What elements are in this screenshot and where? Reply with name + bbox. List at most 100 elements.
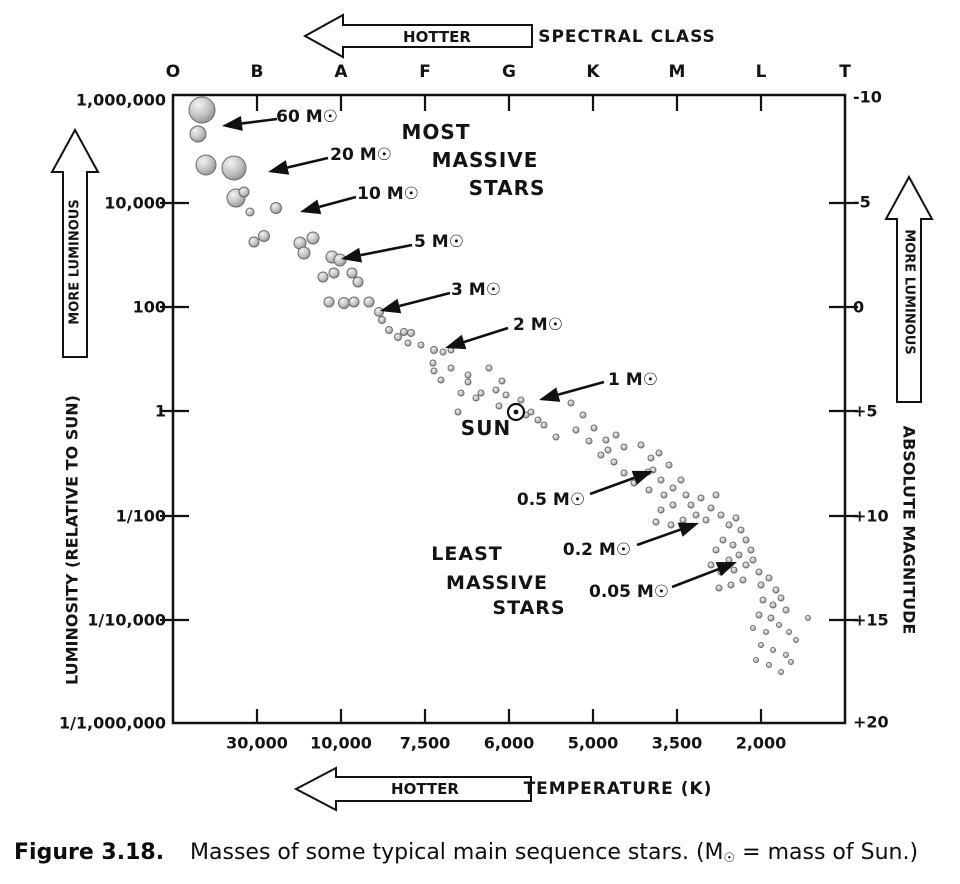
- star-point: [742, 536, 750, 544]
- star-point: [679, 516, 687, 524]
- star-point: [604, 446, 612, 454]
- star-point: [667, 521, 675, 529]
- star-point: [657, 476, 665, 484]
- caption-sun-symbol: ☉: [723, 851, 736, 866]
- caption-text-post: = mass of Sun.): [735, 840, 919, 865]
- star-point: [620, 469, 628, 477]
- star-point: [612, 431, 620, 439]
- star-point: [602, 436, 610, 444]
- star-point: [346, 267, 358, 279]
- star-point: [221, 155, 247, 181]
- star-point: [245, 207, 255, 217]
- mass-arrow-head: [631, 470, 653, 485]
- star-point: [429, 359, 437, 367]
- star-point: [669, 484, 677, 492]
- star-point: [759, 596, 767, 604]
- star-point: [727, 581, 735, 589]
- star-point: [417, 341, 425, 349]
- star-point: [323, 296, 335, 308]
- star-point: [620, 443, 628, 451]
- mass-arrow-head: [715, 562, 737, 577]
- star-point: [472, 394, 480, 402]
- caption-text-pre: Masses of some typical main sequence sta…: [190, 840, 724, 865]
- star-point: [579, 411, 587, 419]
- mass-arrow-line: [287, 156, 329, 169]
- star-point: [485, 364, 493, 372]
- mass-arrow-line: [557, 380, 605, 396]
- star-point: [437, 376, 445, 384]
- star-point: [407, 329, 415, 337]
- star-point: [338, 297, 350, 309]
- star-point: [348, 296, 360, 308]
- star-point: [464, 378, 472, 386]
- mass-arrow-head: [222, 116, 243, 131]
- mass-arrow-head: [300, 199, 322, 215]
- star-point: [655, 449, 663, 457]
- star-point: [258, 230, 270, 242]
- star-point: [374, 307, 384, 317]
- star-point: [552, 433, 560, 441]
- star-point: [712, 546, 720, 554]
- star-point: [769, 601, 777, 609]
- star-point: [786, 629, 792, 635]
- star-point: [637, 441, 645, 449]
- star-point: [719, 536, 727, 544]
- star-point: [238, 186, 250, 198]
- caption-number: Figure 3.18.: [14, 840, 165, 865]
- star-point: [665, 461, 673, 469]
- star-point: [753, 657, 759, 663]
- plot-canvas: [50, 13, 934, 812]
- star-point: [765, 574, 773, 582]
- star-point: [712, 491, 720, 499]
- star-point: [306, 231, 320, 245]
- star-point: [697, 494, 705, 502]
- star-point: [715, 584, 723, 592]
- star-point: [749, 556, 757, 564]
- star-point: [400, 328, 408, 336]
- star-point: [657, 506, 665, 514]
- star-point: [793, 637, 799, 643]
- star-point: [669, 501, 677, 509]
- star-point: [502, 391, 510, 399]
- star-point: [758, 642, 764, 648]
- mass-arrow-line: [463, 326, 509, 344]
- star-point: [492, 386, 500, 394]
- star-point: [707, 504, 715, 512]
- star-point: [645, 486, 653, 494]
- star-point: [540, 421, 548, 429]
- star-point: [717, 511, 725, 519]
- star-point: [652, 518, 660, 526]
- star-point: [572, 426, 580, 434]
- star-point: [772, 586, 780, 594]
- star-point: [767, 614, 775, 622]
- star-point: [590, 424, 598, 432]
- mass-arrow-line: [360, 243, 413, 257]
- mass-arrow-head: [539, 387, 561, 402]
- star-point: [454, 408, 462, 416]
- star-point: [464, 371, 472, 379]
- star-point: [585, 437, 593, 445]
- star-point: [447, 364, 455, 372]
- star-point: [647, 454, 655, 462]
- mass-arrow-head: [677, 522, 699, 537]
- star-point: [270, 202, 282, 214]
- star-point: [782, 606, 790, 614]
- star-point: [730, 566, 738, 574]
- mass-arrow-head: [380, 298, 402, 314]
- star-point: [394, 333, 402, 341]
- star-point: [783, 652, 789, 658]
- star-point: [610, 458, 618, 466]
- star-point: [404, 339, 412, 347]
- star-point: [439, 348, 447, 356]
- star-point: [742, 561, 750, 569]
- star-point: [755, 611, 763, 619]
- star-point: [763, 629, 769, 635]
- sun-marker-dot: [513, 409, 519, 415]
- bottom-hotter-arrow: [293, 766, 532, 812]
- star-point: [378, 316, 386, 324]
- star-point: [317, 271, 329, 283]
- star-point: [729, 541, 737, 549]
- left-more-luminous-arrow: [50, 127, 100, 358]
- mass-arrow-head: [268, 160, 290, 175]
- star-point: [248, 236, 260, 248]
